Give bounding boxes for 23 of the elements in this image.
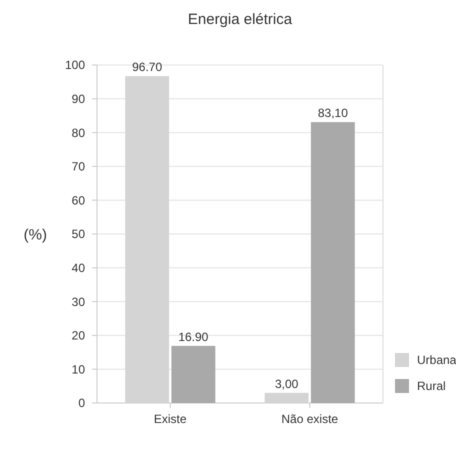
y-tick-label: 30 <box>72 294 86 309</box>
y-tick-label: 40 <box>72 261 86 275</box>
y-tick-label: 20 <box>72 328 86 343</box>
y-tick-label: 10 <box>72 362 86 376</box>
legend-label: Rural <box>417 379 446 394</box>
y-tick-label: 100 <box>64 58 86 72</box>
y-tick-label: 0 <box>78 396 86 410</box>
data-label: 3,00 <box>274 376 299 391</box>
bar <box>310 122 355 403</box>
x-tick-label: Existe <box>154 412 187 426</box>
y-tick-label: 90 <box>72 92 86 106</box>
y-axis-title: (%) <box>24 226 48 244</box>
data-label: 16.90 <box>178 330 209 344</box>
bar <box>171 346 216 403</box>
y-tick-label: 60 <box>72 193 86 208</box>
y-tick-label: 50 <box>72 227 86 242</box>
legend-label: Urbana <box>417 353 456 368</box>
y-tick-label: 70 <box>72 160 86 174</box>
y-tick-label: 80 <box>72 126 86 140</box>
data-label: 96.70 <box>132 60 162 74</box>
chart-title: Energia elétrica <box>188 11 293 28</box>
x-tick-label: Não existe <box>281 412 338 426</box>
data-label: 83,10 <box>318 106 348 120</box>
